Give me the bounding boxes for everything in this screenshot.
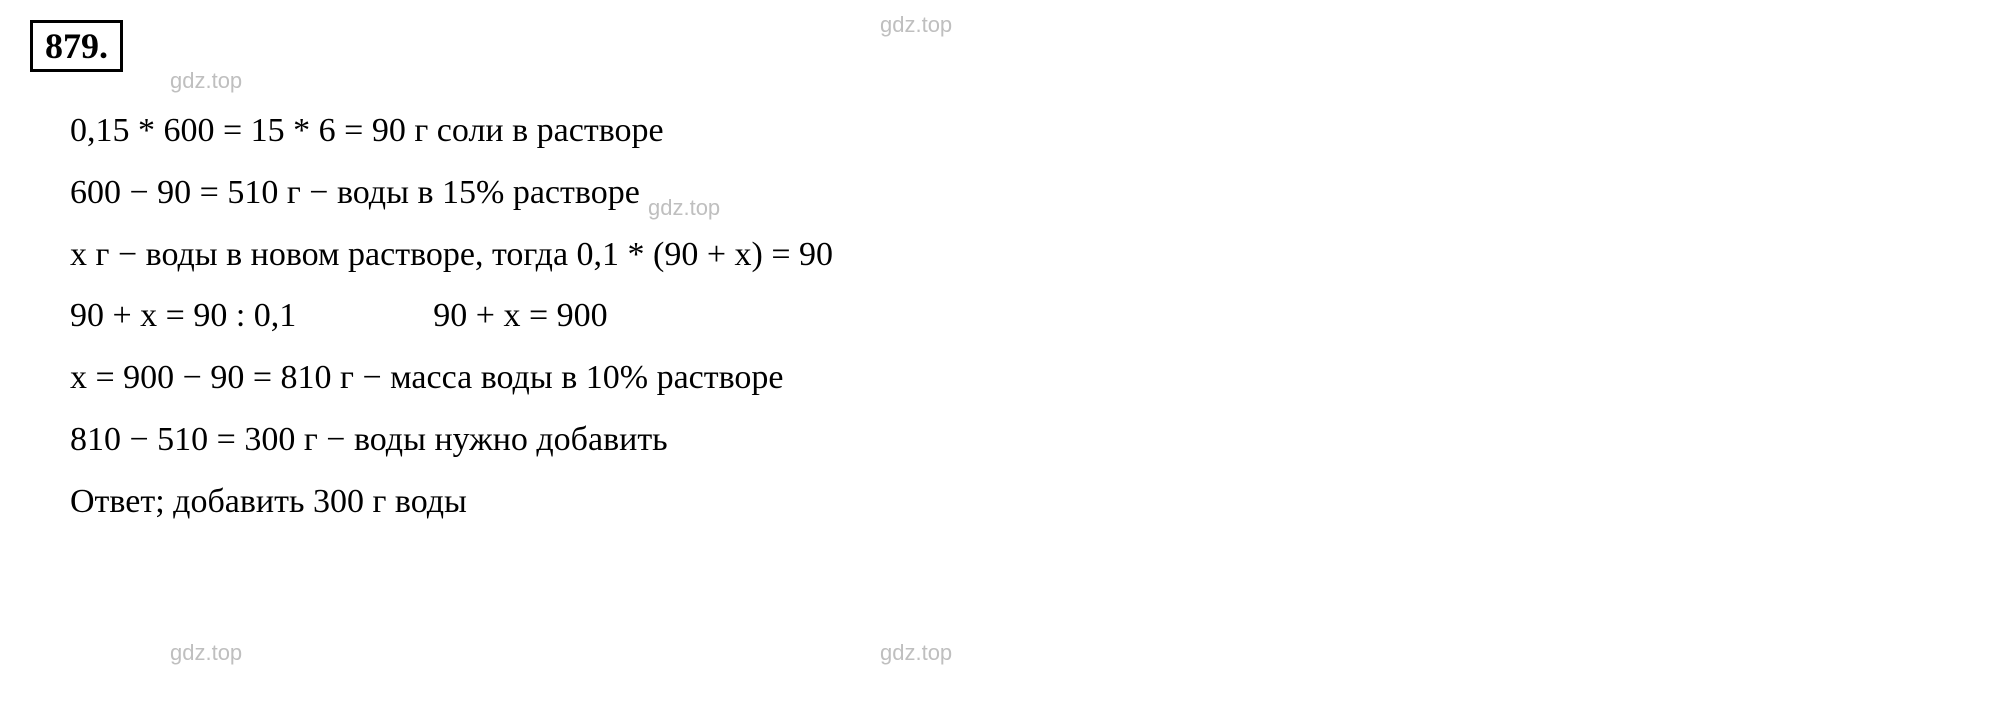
solution-content: 0,15 * 600 = 15 * 6 = 90 г соли в раство…: [30, 102, 1964, 531]
problem-number-text: 879.: [45, 26, 108, 66]
problem-number-box: 879.: [30, 20, 123, 72]
solution-line-4-part2: 90 + x = 900: [433, 297, 607, 334]
watermark: gdz.top: [880, 640, 952, 666]
watermark: gdz.top: [170, 640, 242, 666]
solution-line-1: 0,15 * 600 = 15 * 6 = 90 г соли в раство…: [70, 102, 1964, 160]
solution-line-6: 810 − 510 = 300 г − воды нужно добавить: [70, 411, 1964, 469]
watermark: gdz.top: [170, 68, 242, 94]
solution-line-4: 90 + x = 90 : 0,1 90 + x = 900: [70, 287, 1964, 345]
solution-line-5: x = 900 − 90 = 810 г − масса воды в 10% …: [70, 349, 1964, 407]
solution-line-4-part1: 90 + x = 90 : 0,1: [70, 297, 296, 334]
solution-line-3: x г − воды в новом растворе, тогда 0,1 *…: [70, 226, 1964, 284]
watermark: gdz.top: [880, 12, 952, 38]
solution-line-2: 600 − 90 = 510 г − воды в 15% растворе: [70, 164, 1964, 222]
solution-line-7: Ответ; добавить 300 г воды: [70, 473, 1964, 531]
